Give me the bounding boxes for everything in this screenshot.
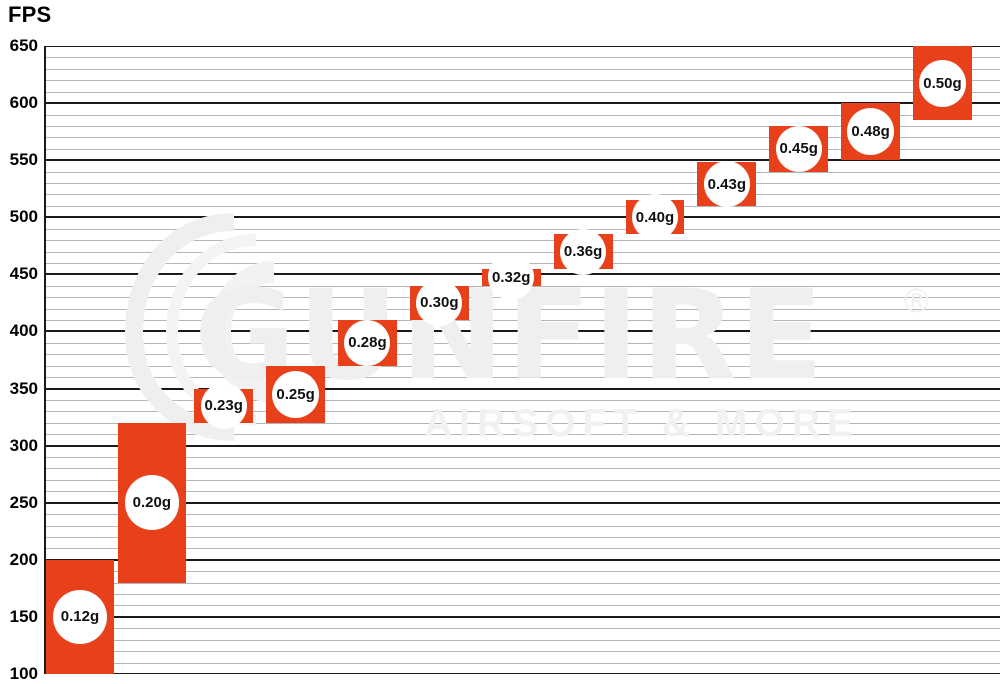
gridline-minor <box>44 342 1000 344</box>
y-axis-line <box>44 46 46 674</box>
y-tick-label: 450 <box>9 264 38 284</box>
gridline-major <box>44 444 1000 447</box>
y-tick-label: 100 <box>9 664 38 683</box>
gridline-minor <box>44 479 1000 481</box>
gridline-minor <box>44 125 1000 127</box>
y-tick-label: 300 <box>9 435 38 455</box>
bar-value-bubble: 0.43g <box>703 161 750 208</box>
y-tick-label: 350 <box>9 378 38 398</box>
gridline-minor <box>44 594 1000 596</box>
y-tick-label: 600 <box>9 93 38 113</box>
gridline-minor <box>44 514 1000 516</box>
bar-value-bubble: 0.32g <box>488 254 535 301</box>
y-tick-label: 150 <box>9 606 38 626</box>
gridline-minor <box>44 183 1000 185</box>
gridline-minor <box>44 548 1000 550</box>
gridline-minor <box>44 651 1000 653</box>
gridline-minor <box>44 251 1000 253</box>
gridline-major <box>44 102 1000 105</box>
gridline-minor <box>44 308 1000 310</box>
y-tick-label: 550 <box>9 150 38 170</box>
gridline-minor <box>44 525 1000 527</box>
gridline-major <box>44 330 1000 333</box>
gridline-minor <box>44 354 1000 356</box>
y-tick-label: 650 <box>9 36 38 55</box>
y-tick-label: 250 <box>9 492 38 512</box>
gridline-minor <box>44 297 1000 299</box>
gridline-minor <box>44 114 1000 116</box>
y-tick-label: 500 <box>9 207 38 227</box>
gridline-minor <box>44 422 1000 424</box>
bar-value-bubble: 0.36g <box>560 228 607 275</box>
gridline-minor <box>44 137 1000 139</box>
gridline-minor <box>44 536 1000 538</box>
gridline-minor <box>44 68 1000 70</box>
gridline-minor <box>44 605 1000 607</box>
gridline-minor <box>44 148 1000 150</box>
bar-value-bubble: 0.48g <box>847 108 895 156</box>
gridline-minor <box>44 399 1000 401</box>
gridline-minor <box>44 582 1000 584</box>
gridline-minor <box>44 628 1000 630</box>
gridline-major <box>44 387 1000 390</box>
gridline-minor <box>44 434 1000 436</box>
gridline-minor <box>44 80 1000 82</box>
page-title: FPS <box>8 2 52 27</box>
y-tick-label: 400 <box>9 321 38 341</box>
gridline-major <box>44 159 1000 162</box>
y-tick-label: 200 <box>9 549 38 569</box>
gridline-minor <box>44 194 1000 196</box>
bar-value-bubble: 0.30g <box>416 279 463 326</box>
gridline-minor <box>44 571 1000 573</box>
gridline-minor <box>44 205 1000 207</box>
bar-value-bubble: 0.45g <box>775 125 822 172</box>
gridline-major <box>44 615 1000 618</box>
gridline-major <box>44 673 1000 674</box>
gridline-minor <box>44 171 1000 173</box>
gridline-minor <box>44 320 1000 322</box>
bar-value-bubble: 0.28g <box>344 319 391 366</box>
bar-value-bubble: 0.25g <box>272 370 319 418</box>
gridline-minor <box>44 639 1000 641</box>
gridline-minor <box>44 411 1000 413</box>
bar-value-bubble: 0.20g <box>124 475 180 531</box>
bar-value-bubble: 0.50g <box>918 59 967 107</box>
bar-value-bubble: 0.12g <box>52 589 108 645</box>
gridline-minor <box>44 468 1000 470</box>
gridline-minor <box>44 662 1000 664</box>
gridline-major <box>44 46 1000 47</box>
gridline-major <box>44 216 1000 219</box>
gridline-major <box>44 558 1000 561</box>
gridline-minor <box>44 240 1000 242</box>
gridline-minor <box>44 491 1000 493</box>
gridline-minor <box>44 91 1000 93</box>
gridline-minor <box>44 377 1000 379</box>
gridline-minor <box>44 228 1000 230</box>
gridline-major <box>44 501 1000 504</box>
gridline-minor <box>44 457 1000 459</box>
bar-value-bubble: 0.40g <box>631 194 678 241</box>
gridline-minor <box>44 365 1000 367</box>
gridline-minor <box>44 57 1000 59</box>
bar-value-bubble: 0.23g <box>200 382 247 429</box>
